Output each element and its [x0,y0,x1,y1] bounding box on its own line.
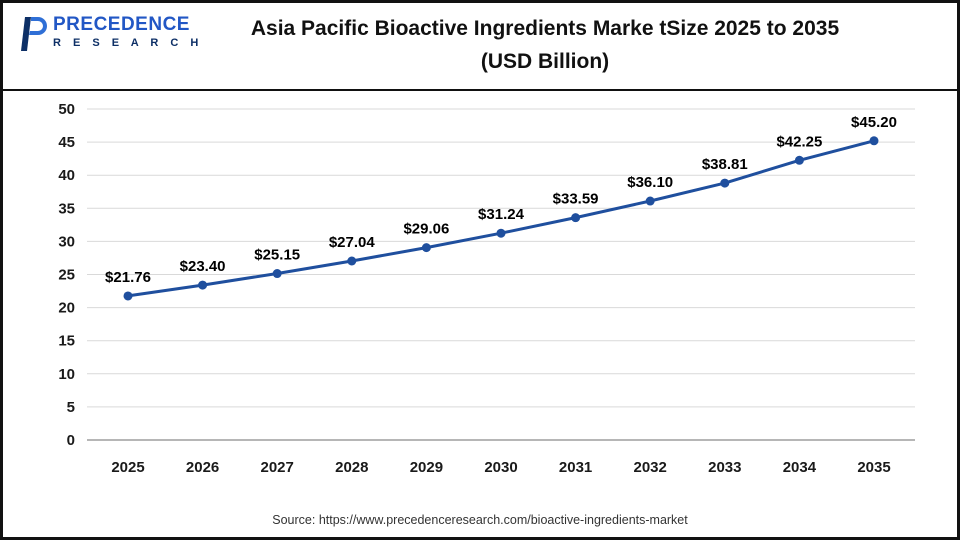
x-tick-label: 2035 [857,459,890,476]
y-tick-label: 30 [58,233,75,250]
chart-area: 0 5 10 15 20 25 30 35 40 45 50 $21.76 2025 $23.40 2026… [15,95,945,495]
y-tick-label: 45 [58,134,75,151]
precedence-logo: PRECEDENCE R E S E A R C H [19,15,203,53]
data-point-marker [198,280,208,290]
data-point-label: $33.59 [553,191,599,208]
x-tick-label: 2032 [634,459,667,476]
data-point-marker [869,136,879,146]
chart-title: Asia Pacific Bioactive Ingredients Marke… [193,13,897,78]
data-point-label: $31.24 [478,206,525,223]
logo-brand: PRECEDENCE [53,14,190,35]
x-tick-label: 2026 [186,459,219,476]
data-point-label: $42.25 [776,133,822,150]
y-tick-label: 35 [58,200,75,217]
data-point-marker [421,243,431,253]
x-tick-label: 2025 [111,459,144,476]
data-point-marker [794,155,804,165]
y-tick-label: 15 [58,333,75,350]
data-point-label: $21.76 [105,269,151,286]
data-point-marker [123,291,133,301]
y-tick-label: 5 [67,399,75,416]
x-tick-label: 2030 [484,459,517,476]
chart-title-line1: Asia Pacific Bioactive Ingredients Marke… [250,17,840,40]
data-point-marker [347,256,357,266]
y-tick-label: 40 [58,167,75,184]
y-tick-label: 10 [58,366,75,383]
x-tick-label: 2033 [708,459,741,476]
data-point-label: $23.40 [180,258,226,275]
data-point-label: $36.10 [627,174,673,191]
line-chart: 05101520253035404550$21.762025$23.402026… [58,101,915,476]
precedence-logo-icon [21,17,47,51]
logo-text: PRECEDENCE R E S E A R C H [53,15,203,49]
data-point-marker [571,213,581,223]
data-point-marker [720,178,730,188]
x-tick-label: 2028 [335,459,368,476]
chart-title-line2: (USD Billion) [480,49,610,73]
y-tick-label: 0 [67,432,75,449]
data-point-marker [645,196,655,206]
header: PRECEDENCE R E S E A R C H Asia Pacific … [3,3,957,91]
data-point-marker [496,228,506,238]
data-point-label: $29.06 [403,221,449,238]
y-tick-label: 50 [58,101,75,118]
x-tick-label: 2029 [410,459,443,476]
y-tick-label: 25 [58,267,75,284]
y-tick-label: 20 [58,300,75,317]
data-point-label: $45.20 [851,114,897,131]
x-tick-label: 2027 [261,459,294,476]
logo-subtitle: R E S E A R C H [53,36,203,49]
data-point-label: $38.81 [702,156,748,173]
x-tick-label: 2034 [783,459,817,476]
data-point-label: $25.15 [254,247,300,264]
data-point-marker [272,269,282,279]
source-caption: Source: https://www.precedenceresearch.c… [272,513,688,527]
x-tick-label: 2031 [559,459,592,476]
data-point-label: $27.04 [329,234,376,251]
